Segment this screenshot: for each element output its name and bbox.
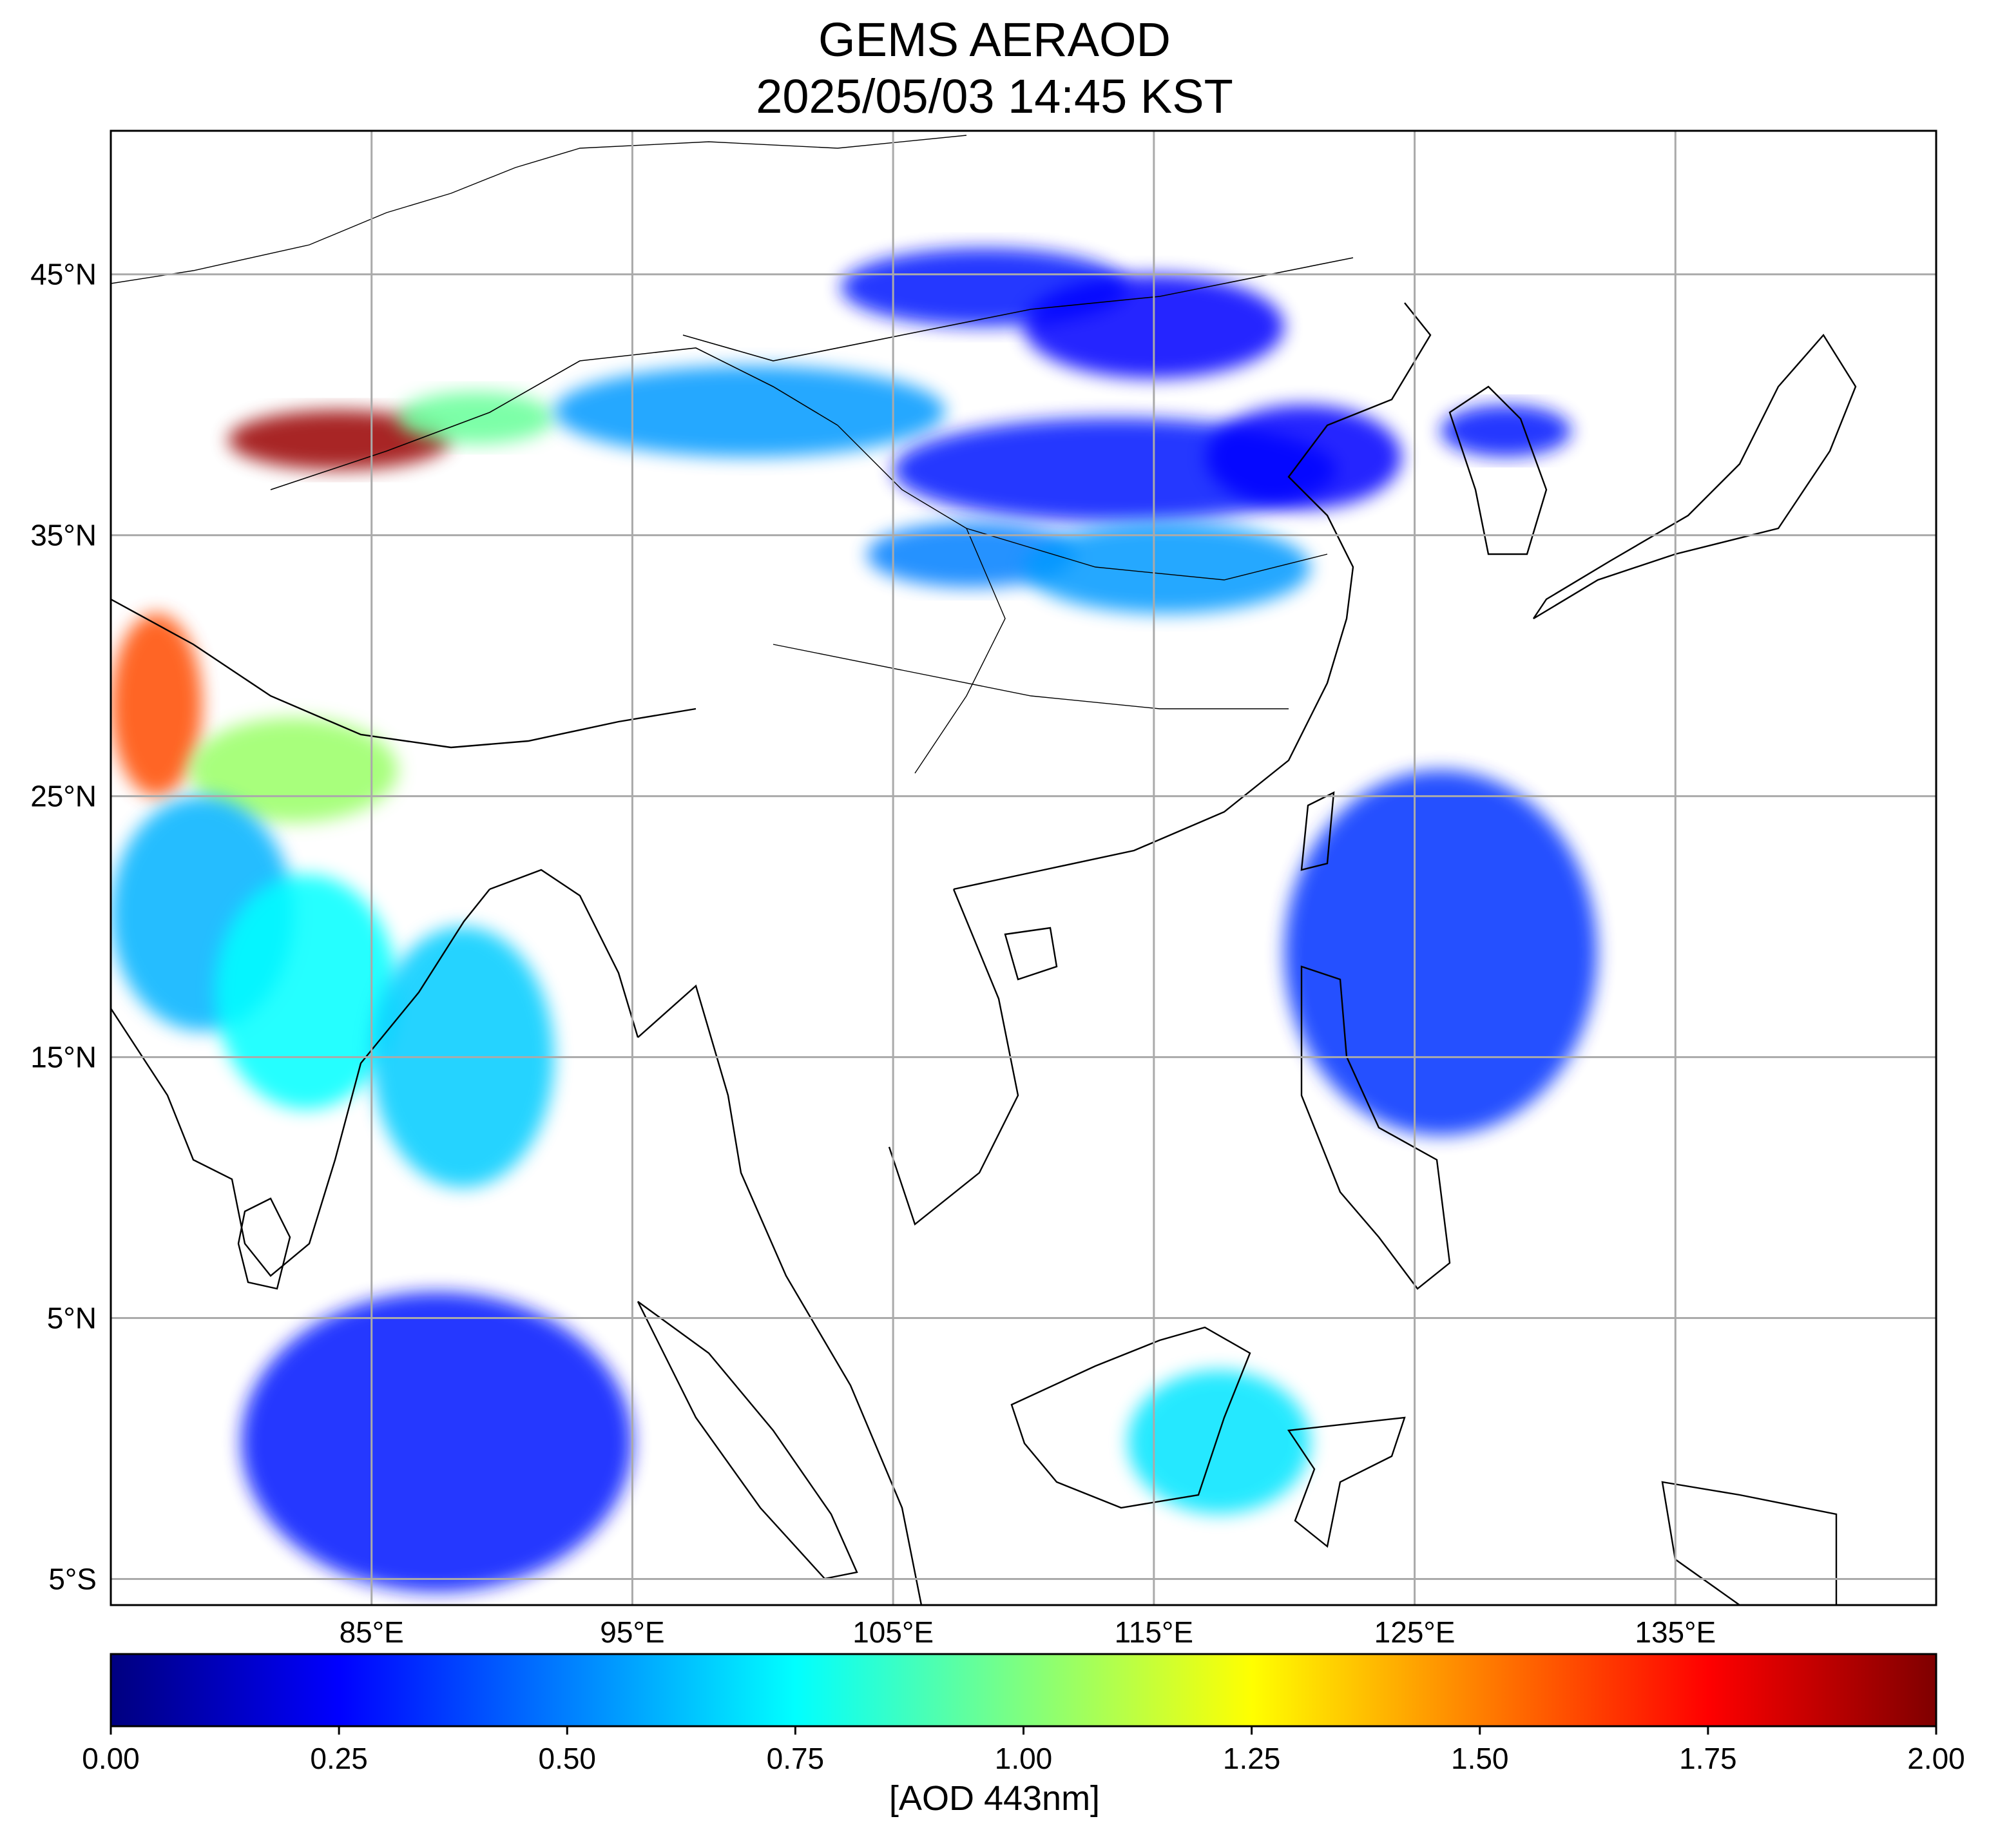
- coast-hainan: [1004, 927, 1058, 981]
- lon-tick-label: 105°E: [852, 1615, 934, 1649]
- colorbar-tick-label: 0.50: [538, 1742, 596, 1775]
- aod-patch: [111, 613, 202, 796]
- aod-field: [111, 248, 1597, 1592]
- plot-frame: [110, 130, 1937, 1606]
- aod-patch: [241, 1292, 633, 1592]
- aod-patch: [867, 522, 1076, 588]
- map-subtitle: 2025/05/03 14:45 KST: [756, 70, 1233, 123]
- colorbar-tick-label: 0.75: [767, 1742, 825, 1775]
- coast-sulawesi: [1287, 1416, 1406, 1548]
- aod-patch: [1023, 522, 1311, 614]
- coast-srilanka: [237, 1197, 291, 1290]
- aod-region: [1441, 405, 1571, 457]
- coast-philippines: [1300, 965, 1451, 1290]
- colorbar-tick-label: 0.00: [82, 1742, 140, 1775]
- lon-tick-label: 135°E: [1635, 1615, 1716, 1649]
- aod-region: [554, 365, 946, 457]
- lat-tick-label: 15°N: [30, 1041, 97, 1074]
- aod-region: [215, 874, 398, 1110]
- border-inner-1: [837, 425, 1006, 774]
- lon-tick-label: 95°E: [600, 1615, 664, 1649]
- colorbar: [110, 1653, 1937, 1728]
- coast-korea: [1448, 385, 1548, 555]
- coast-vietnam: [888, 889, 1019, 1226]
- colorbar-tick-label: 0.25: [310, 1742, 368, 1775]
- aod-region: [228, 410, 450, 470]
- aod-patch: [228, 410, 450, 470]
- lon-tick-label: 125°E: [1374, 1615, 1456, 1649]
- colorbar-tick-label: 1.25: [1223, 1742, 1281, 1775]
- border-inner-2: [966, 528, 1328, 581]
- aod-region: [111, 613, 202, 796]
- aod-patch: [1284, 770, 1597, 1136]
- lon-tick-label: 85°E: [340, 1615, 404, 1649]
- lat-tick-label: 45°N: [30, 258, 97, 291]
- aod-region: [867, 522, 1076, 588]
- aod-patch: [1128, 1370, 1311, 1514]
- coast-india: [111, 889, 490, 1277]
- aod-patch: [554, 365, 946, 457]
- colorbar-tick-label: 2.00: [1907, 1742, 1965, 1775]
- lon-tick-label: 115°E: [1115, 1615, 1193, 1649]
- border-kazakh: [111, 135, 967, 284]
- colorbar-tick-labels: 0.00 0.25 0.50 0.75 1.00 1.25 1.50 1.75 2.00: [82, 1726, 1965, 1775]
- coast-sumatra: [637, 1301, 858, 1580]
- aod-region: [1023, 522, 1311, 614]
- lat-tick-label: 5°N: [47, 1302, 97, 1335]
- border-inner-3: [773, 644, 1289, 709]
- aod-region: [1128, 1370, 1311, 1514]
- colorbar-tick-label: 1.75: [1679, 1742, 1737, 1775]
- colorbar-tick-label: 1.00: [995, 1742, 1053, 1775]
- lat-tick-label: 25°N: [30, 780, 97, 813]
- aod-patch: [215, 874, 398, 1110]
- coast-bay-bengal: [489, 869, 639, 1038]
- lon-tick-labels: 85°E 95°E 105°E 115°E 125°E 135°E: [340, 1615, 1716, 1649]
- coastlines: [111, 135, 1857, 1605]
- aod-patch: [1441, 405, 1571, 457]
- border-mongolia: [682, 257, 1354, 361]
- lat-tick-label: 5°S: [48, 1563, 97, 1596]
- lat-tick-label: 35°N: [30, 519, 97, 552]
- map-title: GEMS AERAOD: [818, 13, 1171, 66]
- lat-tick-labels: 45°N 35°N 25°N 15°N 5°N 5°S: [30, 258, 97, 1596]
- border-tibet: [270, 347, 838, 490]
- colorbar-tick-label: 1.50: [1451, 1742, 1509, 1775]
- graticule: [111, 131, 1936, 1605]
- aod-region: [1284, 770, 1597, 1136]
- coast-china: [953, 302, 1432, 890]
- border-himalaya: [111, 598, 697, 749]
- aod-region: [241, 1292, 633, 1592]
- coast-borneo: [1010, 1326, 1251, 1509]
- colorbar-label: [AOD 443nm]: [889, 1779, 1100, 1818]
